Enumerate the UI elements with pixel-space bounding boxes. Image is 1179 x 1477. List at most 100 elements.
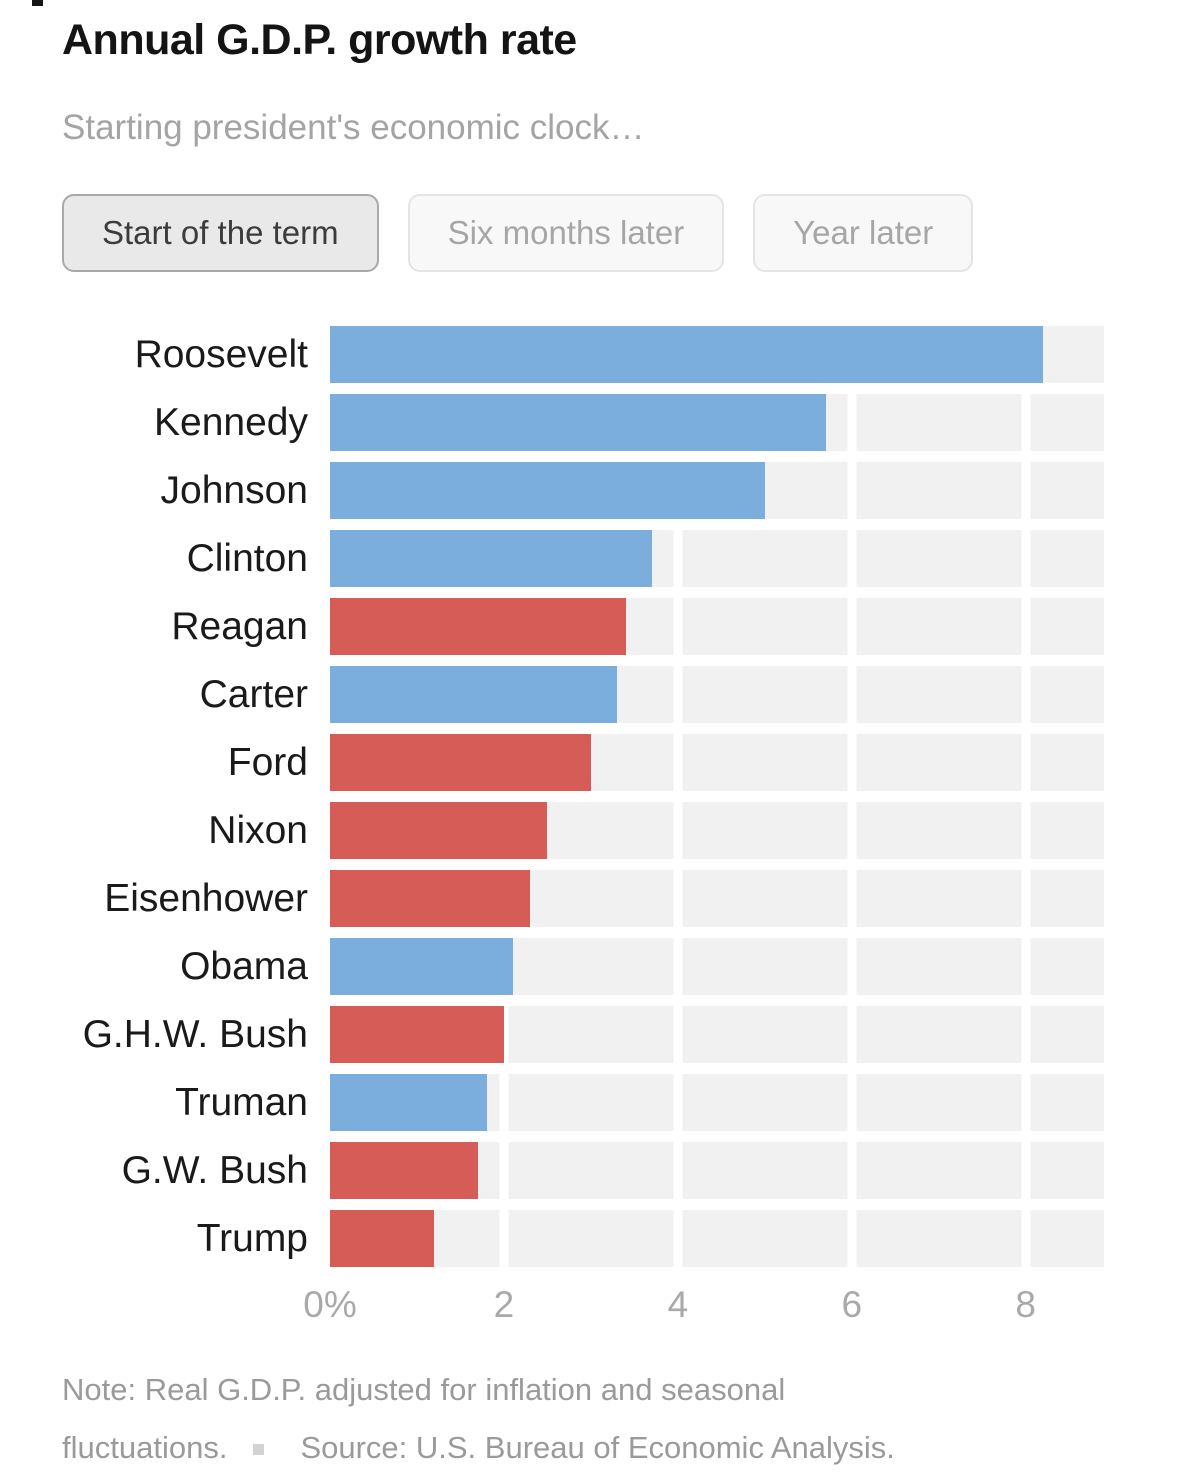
gridline	[673, 870, 683, 927]
gridline	[673, 734, 683, 791]
bar-track	[330, 1142, 1104, 1199]
toggle-year-later[interactable]: Year later	[753, 194, 974, 272]
bar-label: Johnson	[160, 468, 308, 512]
gridline	[1021, 1006, 1031, 1063]
bar	[330, 734, 591, 791]
toggle-six-months-later[interactable]: Six months later	[407, 194, 725, 272]
gridline	[673, 530, 683, 587]
gridline	[673, 802, 683, 859]
bar-track	[330, 1074, 1104, 1131]
gridline	[499, 1142, 509, 1199]
bar-track	[330, 666, 1104, 723]
crop-artifact	[32, 0, 43, 6]
x-axis-tick-label: 8	[1015, 1284, 1037, 1325]
bar-track	[330, 870, 1104, 927]
chart-row: Carter	[62, 666, 1117, 723]
gridline	[847, 598, 857, 655]
bar	[330, 530, 652, 587]
gridline	[673, 938, 683, 995]
bar-track	[330, 802, 1104, 859]
gridline	[1021, 1142, 1031, 1199]
bar-track	[330, 462, 1104, 519]
gridline	[847, 870, 857, 927]
time-toggle-group: Start of the term Six months later Year …	[62, 194, 1117, 272]
bar-track	[330, 734, 1104, 791]
chart-row: Clinton	[62, 530, 1117, 587]
gridline	[1021, 666, 1031, 723]
bar-label: G.W. Bush	[121, 1148, 308, 1192]
chart-row: Kennedy	[62, 394, 1117, 451]
x-axis-tick-label: 4	[667, 1284, 689, 1325]
bar-label: Roosevelt	[134, 332, 308, 376]
gridline	[673, 1074, 683, 1131]
gridline	[847, 666, 857, 723]
bar	[330, 1006, 504, 1063]
bar-track	[330, 1006, 1104, 1063]
plot-area: Roosevelt Kennedy Johnson Clinton Reagan Cart…	[62, 326, 1117, 1267]
bar-label: Kennedy	[154, 400, 308, 444]
x-axis-tick-label: 2	[493, 1284, 515, 1325]
gridline	[1021, 462, 1031, 519]
gridline	[847, 394, 857, 451]
gridline	[1021, 394, 1031, 451]
gridline	[847, 1006, 857, 1063]
bar-label: Clinton	[186, 536, 308, 580]
gridline	[499, 1210, 509, 1267]
chart-row: Johnson	[62, 462, 1117, 519]
gridline	[1021, 1074, 1031, 1131]
gridline	[1021, 802, 1031, 859]
chart-row: Reagan	[62, 598, 1117, 655]
gridline	[847, 530, 857, 587]
bar	[330, 870, 531, 927]
gridline	[1021, 938, 1031, 995]
chart-row: Eisenhower	[62, 870, 1117, 927]
x-axis-tick-label: 6	[841, 1284, 863, 1325]
bar-track	[330, 530, 1104, 587]
gridline	[673, 1006, 683, 1063]
gridline	[1021, 530, 1031, 587]
gridline	[1021, 1210, 1031, 1267]
bar	[330, 394, 826, 451]
gridline	[847, 1074, 857, 1131]
chart-row: Ford	[62, 734, 1117, 791]
chart-row: Obama	[62, 938, 1117, 995]
source-credit: Source: U.S. Bureau of Economic Analysis…	[300, 1430, 895, 1465]
bar-chart: Roosevelt Kennedy Johnson Clinton Reagan Cart…	[62, 326, 1117, 1333]
gridline	[847, 1142, 857, 1199]
chart-row: G.H.W. Bush	[62, 1006, 1117, 1063]
bar-label: Trump	[196, 1216, 308, 1260]
bar-label: Carter	[199, 672, 308, 716]
gridline	[847, 1210, 857, 1267]
gridline	[847, 802, 857, 859]
bar	[330, 326, 1044, 383]
gridline	[1021, 870, 1031, 927]
note-line-1: Note: Real G.D.P. adjusted for inflation…	[62, 1372, 786, 1407]
chart-row: Nixon	[62, 802, 1117, 859]
bar-label: Nixon	[208, 808, 308, 852]
bar	[330, 462, 765, 519]
page-title: Annual G.D.P. growth rate	[62, 16, 577, 64]
chart-row: Roosevelt	[62, 326, 1117, 383]
bar	[330, 1210, 435, 1267]
toggle-start-of-term[interactable]: Start of the term	[62, 194, 379, 272]
gridline	[673, 598, 683, 655]
bar-track	[330, 598, 1104, 655]
bar-label: Ford	[227, 740, 308, 784]
footnote: Note: Real G.D.P. adjusted for inflation…	[62, 1361, 1117, 1477]
gridline	[1021, 598, 1031, 655]
chart-row: G.W. Bush	[62, 1142, 1117, 1199]
bar-track	[330, 394, 1104, 451]
gridline	[499, 1006, 509, 1063]
bar-track	[330, 326, 1104, 383]
gridline	[673, 666, 683, 723]
gridline	[847, 462, 857, 519]
chart-row: Truman	[62, 1074, 1117, 1131]
separator-square-icon	[253, 1444, 265, 1456]
gridline	[1021, 734, 1031, 791]
bar-track	[330, 938, 1104, 995]
gridline	[847, 734, 857, 791]
x-axis: 0% 2 4 6 8	[303, 1283, 1104, 1333]
bar	[330, 802, 548, 859]
bar-label: Truman	[175, 1080, 308, 1124]
